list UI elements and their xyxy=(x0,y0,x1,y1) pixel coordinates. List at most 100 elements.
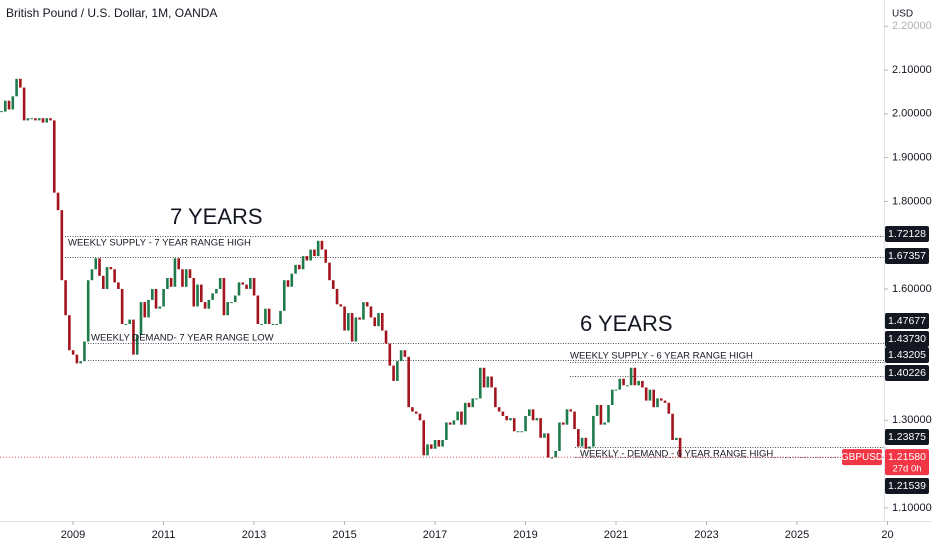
level-label-box xyxy=(885,365,929,381)
candle-body xyxy=(452,420,456,425)
candle-body xyxy=(599,404,603,425)
candle-body xyxy=(49,118,52,121)
candle-body xyxy=(86,280,90,342)
candle-body xyxy=(260,323,263,325)
x-tick-label: 20 xyxy=(881,529,893,541)
candle-body xyxy=(629,367,633,386)
candle-body xyxy=(478,367,482,399)
x-tick-label: 2023 xyxy=(694,529,718,541)
candle-body xyxy=(230,302,233,304)
candle-body xyxy=(388,343,392,366)
candle-body xyxy=(290,273,294,287)
candle-body xyxy=(588,446,591,449)
candle-body xyxy=(558,422,561,451)
candle-body xyxy=(188,269,192,279)
candle-body xyxy=(622,378,625,386)
candle-body xyxy=(603,422,606,425)
candle-body xyxy=(414,411,418,414)
y-tick-label: 2.10000 xyxy=(892,64,932,76)
candle-body xyxy=(490,376,493,388)
candle-body xyxy=(543,433,546,438)
candle-body xyxy=(56,192,60,211)
x-tick-label: 2021 xyxy=(604,529,628,541)
candle-body xyxy=(565,409,569,425)
candle-body xyxy=(396,361,399,381)
candle-body xyxy=(120,288,124,324)
candle-body xyxy=(403,350,407,357)
level-label-box xyxy=(885,347,929,363)
candle-body xyxy=(475,398,478,400)
candle-body xyxy=(460,411,463,425)
candle-body xyxy=(124,323,128,325)
level-label: 1.43730 xyxy=(888,333,926,345)
candle-body xyxy=(373,317,377,327)
candle-body xyxy=(659,398,663,401)
candle-body xyxy=(252,278,256,296)
candle-body xyxy=(550,457,554,459)
candle-body xyxy=(509,418,512,421)
candle-body xyxy=(75,354,79,364)
candle-body xyxy=(173,258,177,287)
candle-body xyxy=(305,256,309,261)
x-tick-label: 2017 xyxy=(423,529,447,541)
candle-body xyxy=(433,440,437,449)
candle-body xyxy=(105,267,109,289)
candle-body xyxy=(226,302,229,316)
candle-body xyxy=(154,288,158,309)
candle-body xyxy=(60,210,64,281)
candle-body xyxy=(637,380,640,386)
level-label: 1.21539 xyxy=(888,480,926,492)
candle-body xyxy=(256,295,260,324)
y-tick-label: 1.30000 xyxy=(892,414,932,426)
candle-body xyxy=(22,87,26,121)
candle-body xyxy=(309,249,312,261)
candle-body xyxy=(207,299,211,309)
candle-body xyxy=(358,317,361,320)
candle-body xyxy=(347,313,350,331)
candle-body xyxy=(445,422,448,441)
candle-body xyxy=(463,402,467,425)
current-price-box xyxy=(885,449,929,476)
candle-body xyxy=(335,288,339,305)
candle-body xyxy=(384,330,388,344)
chart-title: British Pound / U.S. Dollar, 1M, OANDA xyxy=(6,6,217,20)
candle-body xyxy=(644,387,648,401)
candle-body xyxy=(241,282,245,285)
candle-body xyxy=(429,444,433,449)
candle-body xyxy=(675,437,678,441)
candle-body xyxy=(365,302,369,307)
candle-body xyxy=(237,282,241,296)
candle-body xyxy=(316,240,320,257)
level-label-box xyxy=(885,331,929,347)
candle-body xyxy=(135,334,139,355)
candle-body xyxy=(392,365,395,381)
candle-body xyxy=(595,404,599,416)
level-label-box xyxy=(885,226,929,242)
candle-body xyxy=(79,361,82,364)
candle-body xyxy=(147,299,150,318)
candle-body xyxy=(298,264,301,270)
level-label: 1.43205 xyxy=(888,349,926,361)
candle-body xyxy=(15,78,18,97)
candle-body xyxy=(377,313,380,327)
candle-body xyxy=(101,275,105,289)
candle-body xyxy=(524,415,527,432)
level-label-box xyxy=(885,478,929,494)
candle-body xyxy=(546,433,550,458)
candle-body xyxy=(626,385,629,387)
candle-body xyxy=(132,319,135,355)
candle-body xyxy=(554,450,557,458)
candle-body xyxy=(98,258,101,276)
candle-body xyxy=(19,78,22,88)
candle-body xyxy=(215,288,218,294)
candle-body xyxy=(143,302,147,318)
candle-body xyxy=(34,118,37,121)
candle-body xyxy=(471,398,475,408)
x-tick-label: 2015 xyxy=(332,529,356,541)
countdown-label: 27d 0h xyxy=(892,464,921,475)
candle-body xyxy=(350,313,354,342)
candle-body xyxy=(203,302,207,309)
annotation: WEEKLY DEMAND- 7 YEAR RANGE LOW xyxy=(91,333,274,344)
candle-body xyxy=(663,400,667,403)
candle-body xyxy=(633,367,637,386)
